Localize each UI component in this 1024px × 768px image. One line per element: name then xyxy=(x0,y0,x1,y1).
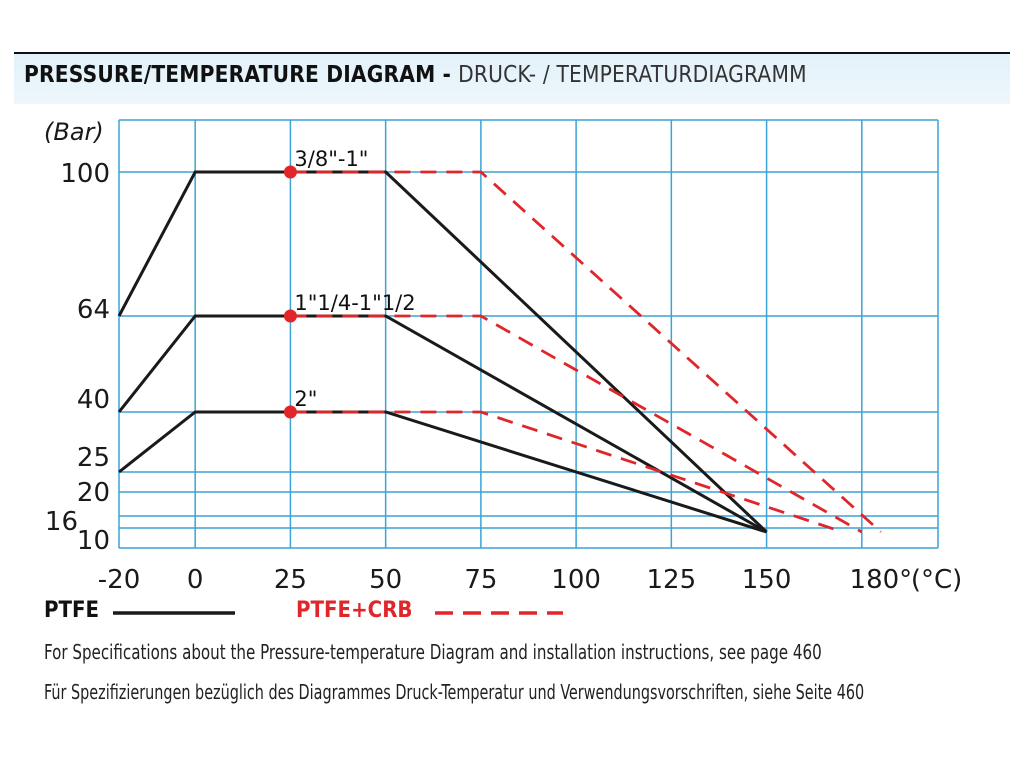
y-tick-label-0: 100 xyxy=(60,159,110,189)
x-tick-label-7: 150 xyxy=(742,565,792,595)
size-label-2: 2" xyxy=(294,387,317,411)
x-tick-label-0: -20 xyxy=(98,565,140,595)
title-separator: - xyxy=(442,62,452,88)
y-tick-label-5: 16 xyxy=(45,507,78,537)
title-german: DRUCK- / TEMPERATURDIAGRAMM xyxy=(458,62,807,88)
series-line-ptfe-crb-1 xyxy=(290,170,882,534)
y-tick-label-1: 64 xyxy=(77,295,110,325)
x-tick-label-4: 75 xyxy=(464,565,497,595)
y-axis-unit-label: (Bar) xyxy=(44,118,104,146)
y-tick-label-2: 40 xyxy=(77,385,110,415)
size-marker-1 xyxy=(283,309,297,323)
series-line-ptfe-2 xyxy=(117,314,768,534)
header-rule xyxy=(14,52,1010,54)
legend-swatch-dashed xyxy=(435,610,564,615)
x-tick-label-5: 100 xyxy=(551,565,601,595)
x-tick-label-3: 50 xyxy=(369,565,402,595)
x-tick-label-1: 0 xyxy=(187,565,204,595)
size-marker-2 xyxy=(283,405,297,419)
legend-label-ptfe-crb: PTFE+CRB xyxy=(296,598,413,623)
chart-markers xyxy=(283,165,297,419)
title-english: PRESSURE/TEMPERATURE DIAGRAM xyxy=(24,62,436,88)
size-marker-0 xyxy=(283,165,297,179)
x-tick-label-8: 180° xyxy=(850,565,913,595)
x-axis-unit-label: (°C) xyxy=(911,565,962,595)
header-band xyxy=(14,54,1010,104)
legend-item-ptfe: PTFE xyxy=(44,598,239,623)
x-tick-label-6: 125 xyxy=(647,565,697,595)
size-label-1: 1"1/4-1"1/2 xyxy=(294,291,415,315)
legend-label-ptfe: PTFE xyxy=(44,598,100,623)
x-tick-label-2: 25 xyxy=(274,565,307,595)
footnote-english: For Specifications about the Pressure-te… xyxy=(44,640,822,664)
legend-item-ptfe-crb: PTFE+CRB xyxy=(296,598,569,623)
series-line-ptfe-crb-5 xyxy=(290,410,844,534)
legend-swatch-solid xyxy=(113,610,236,615)
series-line-ptfe-crb-3 xyxy=(290,314,863,534)
y-tick-label-3: 25 xyxy=(77,443,110,473)
y-tick-label-6: 10 xyxy=(77,526,110,556)
footnote-german: Für Spezifizierungen bezüglich des Diagr… xyxy=(44,680,865,704)
page-title: PRESSURE/TEMPERATURE DIAGRAM - DRUCK- / TE… xyxy=(24,62,807,88)
chart-grid xyxy=(118,119,939,549)
y-tick-label-4: 20 xyxy=(77,478,110,508)
size-label-0: 3/8"-1" xyxy=(294,147,368,171)
